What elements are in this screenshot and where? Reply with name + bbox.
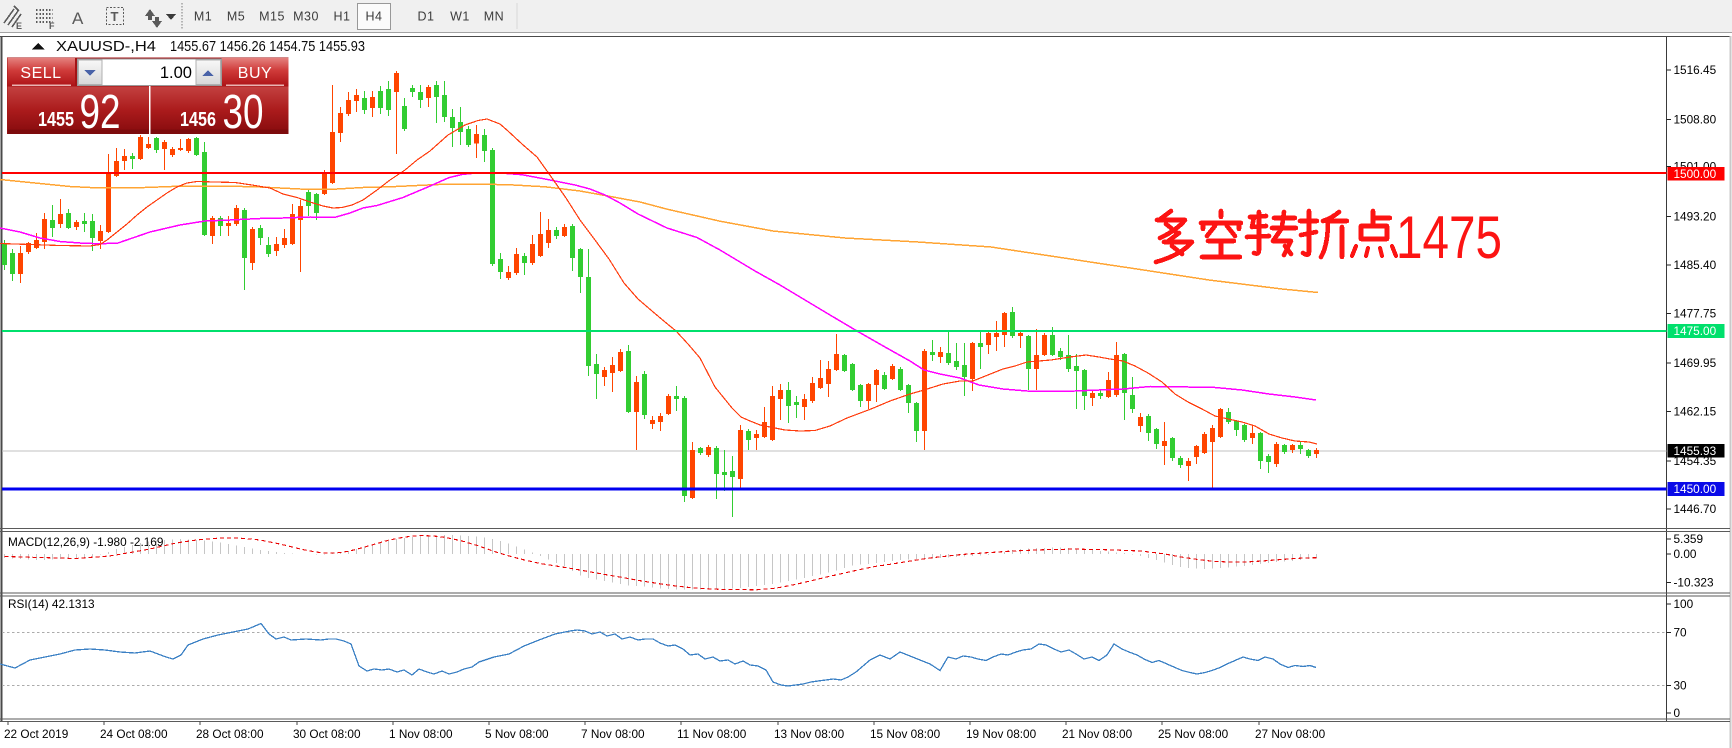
svg-text:H1: H1 — [334, 10, 351, 24]
svg-text:M1: M1 — [194, 10, 212, 24]
svg-text:E: E — [16, 21, 22, 31]
svg-text:24 Oct 08:00: 24 Oct 08:00 — [100, 727, 168, 741]
svg-text:28 Oct 08:00: 28 Oct 08:00 — [196, 727, 264, 741]
svg-text:1455: 1455 — [38, 109, 74, 131]
svg-text:13 Nov 08:00: 13 Nov 08:00 — [774, 727, 845, 741]
svg-text:1485.40: 1485.40 — [1674, 258, 1717, 272]
svg-text:1456: 1456 — [180, 109, 216, 131]
svg-text:A: A — [72, 9, 84, 28]
svg-text:1475.00: 1475.00 — [1674, 324, 1717, 338]
svg-text:1493.20: 1493.20 — [1674, 210, 1717, 224]
svg-text:1508.80: 1508.80 — [1674, 113, 1717, 127]
svg-text:5.359: 5.359 — [1674, 532, 1704, 546]
svg-text:1455.67 1456.26 1454.75 1455.9: 1455.67 1456.26 1454.75 1455.93 — [170, 39, 365, 55]
svg-text:22 Oct 2019: 22 Oct 2019 — [4, 727, 68, 741]
svg-text:F: F — [49, 21, 55, 31]
svg-text:M15: M15 — [259, 10, 285, 24]
svg-text:W1: W1 — [450, 10, 470, 24]
svg-text:D1: D1 — [418, 10, 435, 24]
svg-text:1462.15: 1462.15 — [1674, 405, 1717, 419]
svg-text:M30: M30 — [293, 10, 319, 24]
svg-text:-10.323: -10.323 — [1674, 576, 1714, 590]
svg-text:MACD(12,26,9) -1.980 -2.169: MACD(12,26,9) -1.980 -2.169 — [8, 535, 163, 549]
svg-text:1.00: 1.00 — [160, 64, 192, 82]
svg-text:H4: H4 — [366, 10, 383, 24]
svg-text:30 Oct 08:00: 30 Oct 08:00 — [293, 727, 361, 741]
svg-text:15 Nov 08:00: 15 Nov 08:00 — [870, 727, 941, 741]
svg-text:1450.00: 1450.00 — [1674, 482, 1717, 496]
svg-text:25 Nov 08:00: 25 Nov 08:00 — [1158, 727, 1229, 741]
svg-text:30: 30 — [223, 86, 264, 139]
svg-text:1446.70: 1446.70 — [1674, 502, 1717, 516]
svg-text:RSI(14) 42.1313: RSI(14) 42.1313 — [8, 597, 95, 611]
svg-text:T: T — [111, 9, 119, 24]
svg-text:21 Nov 08:00: 21 Nov 08:00 — [1062, 727, 1133, 741]
svg-text:1469.95: 1469.95 — [1674, 356, 1717, 370]
svg-text:XAUUSD-,H4: XAUUSD-,H4 — [56, 39, 156, 55]
svg-text:27 Nov 08:00: 27 Nov 08:00 — [1255, 727, 1326, 741]
svg-text:100: 100 — [1674, 597, 1694, 611]
svg-text:0: 0 — [1674, 706, 1681, 720]
svg-text:1475: 1475 — [1396, 204, 1502, 271]
svg-text:70: 70 — [1674, 626, 1688, 640]
svg-text:1455.93: 1455.93 — [1674, 444, 1717, 458]
svg-text:1516.45: 1516.45 — [1674, 63, 1717, 77]
svg-text:MN: MN — [484, 10, 504, 24]
svg-text:M5: M5 — [227, 10, 245, 24]
svg-text:92: 92 — [80, 86, 121, 139]
svg-text:19 Nov 08:00: 19 Nov 08:00 — [966, 727, 1037, 741]
svg-text:0.00: 0.00 — [1674, 547, 1697, 561]
svg-text:1 Nov 08:00: 1 Nov 08:00 — [389, 727, 453, 741]
svg-text:7 Nov 08:00: 7 Nov 08:00 — [581, 727, 645, 741]
svg-text:11 Nov 08:00: 11 Nov 08:00 — [677, 727, 747, 741]
svg-text:30: 30 — [1674, 679, 1688, 693]
svg-text:5 Nov 08:00: 5 Nov 08:00 — [485, 727, 549, 741]
svg-text:SELL: SELL — [20, 65, 61, 82]
svg-text:1500.00: 1500.00 — [1674, 167, 1717, 181]
svg-text:BUY: BUY — [238, 65, 272, 82]
svg-text:1477.75: 1477.75 — [1674, 307, 1717, 321]
